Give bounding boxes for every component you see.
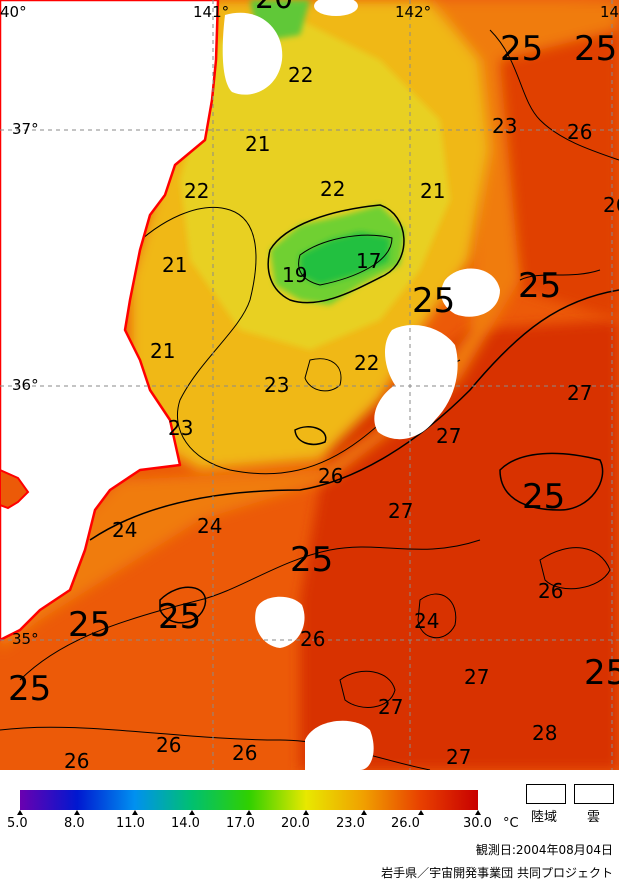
orange-band — [0, 0, 619, 650]
colorbar-tick-mark — [360, 810, 367, 815]
lon-label: 142° — [395, 3, 431, 21]
contour-label-major: 25 — [522, 477, 565, 517]
contour-label-major: 20 — [255, 0, 293, 16]
contour-label: 26 — [603, 193, 619, 217]
contour-label: 24 — [112, 518, 137, 542]
colorbar-tick-mark — [246, 810, 252, 815]
contour-label: 27 — [378, 695, 403, 719]
lat-label: 35° — [12, 630, 39, 648]
colorbar-tick: 20.0 — [281, 816, 310, 831]
contour-label: 21 — [162, 253, 187, 277]
contour-label: 28 — [532, 721, 557, 745]
colorbar-tick: 11.0 — [116, 816, 145, 831]
legend — [0, 770, 619, 881]
contour-label: 27 — [567, 381, 592, 405]
colorbar-tick-mark — [17, 810, 23, 815]
contour-label: 26 — [300, 627, 325, 651]
colorbar-tick-mark — [475, 810, 481, 815]
contour-label: 21 — [420, 179, 445, 203]
project-credit: 岩手県／宇宙開発事業団 共同プロジェクト — [381, 866, 613, 880]
contour-label: 23 — [168, 416, 193, 440]
contour-label: 22 — [320, 177, 345, 201]
contour-label-major: 25 — [518, 266, 561, 306]
contour-label: 26 — [538, 579, 563, 603]
contour-label: 22 — [288, 63, 313, 87]
contour-label-major: 25 — [412, 281, 455, 321]
contour-label-major: 25 — [8, 669, 51, 709]
contour-label: 26 — [64, 749, 89, 770]
colorbar-tick: 5.0 — [7, 816, 28, 831]
cloud-south — [255, 596, 305, 648]
land-key-label: 陸域 — [531, 810, 558, 825]
sea-surface-temperature-map: 40° 141° 142° 14 37° 36° 35° 22 21 22 22… — [0, 0, 619, 770]
colorbar-unit: °C — [503, 816, 519, 831]
contour-label: 27 — [388, 499, 413, 523]
contour-label: 19 — [282, 263, 307, 287]
contour-label: 21 — [245, 132, 270, 156]
land-key-swatch — [526, 784, 566, 804]
colorbar-tick-mark — [74, 810, 81, 815]
cloud-east — [441, 268, 500, 317]
contour-label: 27 — [464, 665, 489, 689]
colorbar-tick-mark — [188, 810, 195, 815]
cloud-north — [222, 12, 283, 95]
lat-label: 36° — [12, 376, 39, 394]
cloud-top — [314, 0, 358, 16]
land-honshu — [0, 0, 220, 642]
lat-label: 37° — [12, 120, 39, 138]
contour-label: 27 — [446, 745, 471, 769]
contour-label: 24 — [197, 514, 222, 538]
colorbar-tick: 14.0 — [171, 816, 200, 831]
contour-label-major: 25 — [290, 540, 333, 580]
land-inlet — [0, 468, 30, 510]
graticule — [0, 0, 619, 770]
cloud-masks — [222, 0, 500, 770]
contour-label: 27 — [436, 424, 461, 448]
cloud-key-swatch — [574, 784, 614, 804]
contour-labels: 22 21 22 22 21 21 19 17 21 23 22 23 26 2… — [8, 0, 619, 770]
colorbar-tick-mark — [417, 810, 424, 815]
contour-label: 26 — [156, 733, 181, 757]
contour-label: 17 — [356, 249, 381, 273]
cold-water-core — [300, 232, 390, 285]
contour-label-major: 25 — [574, 29, 617, 69]
colorbar-tick: 23.0 — [336, 816, 365, 831]
lon-label: 14 — [600, 3, 619, 21]
contour-label-major: 25 — [584, 653, 619, 693]
contour-label: 22 — [184, 179, 209, 203]
contour-label: 24 — [414, 609, 439, 633]
contour-label: 26 — [567, 120, 592, 144]
colorbar-tick: 17.0 — [226, 816, 255, 831]
contour-label: 22 — [354, 351, 379, 375]
contour-label: 26 — [318, 464, 343, 488]
cloud-key-label: 雲 — [587, 810, 601, 825]
colorbar-tick: 26.0 — [391, 816, 420, 831]
observation-date: 観測日:2004年08月04日 — [475, 843, 613, 857]
cloud-center — [374, 325, 458, 440]
colorbar-tick: 8.0 — [64, 816, 85, 831]
lon-label: 141° — [193, 3, 229, 21]
contour-label: 26 — [232, 741, 257, 765]
cloud-bottom — [305, 720, 374, 770]
contour-label: 23 — [264, 373, 289, 397]
lon-label: 40° — [0, 3, 27, 21]
colorbar-tick-mark — [303, 810, 310, 815]
contour-label-major: 25 — [158, 597, 201, 637]
colorbar-tick-mark — [131, 810, 138, 815]
contour-label-major: 25 — [500, 29, 543, 69]
contour-label: 23 — [492, 114, 517, 138]
contour-lines — [0, 29, 619, 770]
contour-label-major: 25 — [68, 605, 111, 645]
contour-label: 21 — [150, 339, 175, 363]
colorbar — [17, 790, 481, 815]
colorbar-tick: 30.0 — [463, 816, 492, 831]
coordinate-labels: 40° 141° 142° 14 37° 36° 35° — [0, 3, 619, 648]
